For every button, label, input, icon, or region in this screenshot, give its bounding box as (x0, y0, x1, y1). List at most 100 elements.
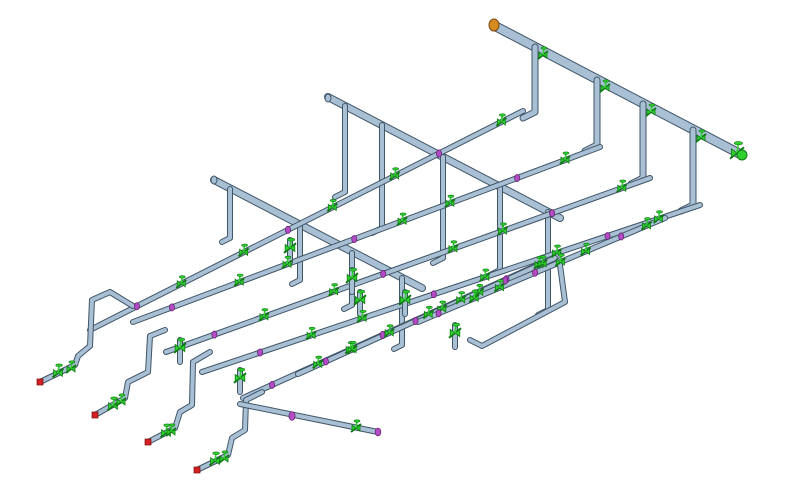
valve-body (282, 260, 292, 269)
spur-valve (350, 419, 362, 433)
valve-body (498, 227, 507, 235)
flange (412, 317, 419, 325)
header-end-cap (736, 149, 748, 161)
branch-pipe-body (164, 176, 652, 354)
riser-valve (398, 289, 412, 306)
riser-valve (173, 337, 187, 354)
valve-body (176, 280, 186, 288)
flange (133, 302, 140, 311)
riser-valve (353, 289, 367, 306)
branch-pipe (415, 215, 668, 325)
valve-handwheel (583, 242, 590, 246)
valve-body (495, 283, 504, 292)
outlet-branch-pipe (194, 389, 265, 473)
outlet-valve (218, 450, 230, 464)
return-loop-pipe-body (468, 263, 567, 348)
valve-body (384, 329, 394, 337)
outlet-valve (65, 360, 77, 374)
outlet-branch-pipe (92, 327, 168, 418)
valve (468, 289, 480, 304)
valve-handwheel (118, 393, 126, 397)
valve (305, 326, 317, 341)
valve-body (397, 217, 407, 225)
valve-body (357, 314, 367, 323)
lower-drop-pipe-body (392, 276, 404, 351)
pipe-network (37, 21, 747, 473)
valve-handwheel (539, 255, 547, 259)
valve (356, 309, 368, 324)
valve (281, 255, 293, 270)
outlet-branch-pipe (145, 349, 213, 445)
valve (616, 179, 628, 193)
branch-pipe (163, 175, 653, 355)
flange (211, 330, 218, 339)
valve-handwheel (353, 419, 361, 423)
valve-body (390, 172, 400, 180)
valve-handwheel (402, 289, 411, 294)
valve (554, 253, 566, 267)
outlet-branch-pipe-outline (37, 289, 136, 385)
valve-handwheel (359, 309, 367, 313)
outlet-valve (165, 423, 177, 437)
pipe-end-cap (91, 411, 99, 419)
valve-handwheel (452, 322, 461, 327)
valve-handwheel (68, 360, 76, 364)
valve (536, 255, 548, 269)
valve-body (581, 247, 591, 256)
spur-flange (288, 411, 296, 421)
flange (168, 303, 175, 312)
header-drop-pipe-body (678, 127, 696, 214)
valve-handwheel (357, 289, 366, 294)
outlet-branch-pipe-body (195, 390, 264, 472)
flange (322, 357, 329, 366)
branch-pipe-body (416, 216, 667, 324)
upper-header-end (324, 93, 332, 103)
valve (326, 198, 338, 213)
flange (532, 268, 538, 277)
upper-drop-pipe-body (333, 104, 347, 199)
valve-body (448, 245, 458, 253)
valve-handwheel (178, 275, 186, 279)
valve-handwheel (349, 267, 358, 272)
valve-body (480, 273, 490, 281)
valve-handwheel (540, 46, 548, 50)
valve-handwheel (447, 194, 455, 198)
valve-handwheel (329, 198, 337, 202)
riser-valve (283, 237, 297, 254)
valve-handwheel (287, 237, 296, 242)
header-drop-pipe (677, 126, 697, 215)
valve-handwheel (221, 450, 229, 454)
valve-handwheel (315, 355, 323, 359)
valve-handwheel (308, 326, 316, 330)
valve-handwheel (562, 151, 570, 155)
outlet-branch-pipe-outline (92, 327, 168, 418)
valve-handwheel (349, 341, 357, 345)
spur-end-flange (374, 427, 382, 437)
branch-pipe-body (131, 145, 602, 324)
upper-drop-pipe (430, 154, 446, 266)
upper-drop-pipe-body (431, 155, 445, 265)
valve-body (456, 295, 466, 304)
valve (640, 217, 653, 231)
valve (559, 151, 571, 165)
pipe-end-cap (36, 378, 44, 386)
valve-handwheel (648, 103, 656, 107)
valve-handwheel (425, 305, 433, 309)
valve-handwheel (482, 268, 490, 272)
valve-handwheel (450, 240, 458, 244)
valve-handwheel (236, 273, 244, 277)
outlet-valve (115, 393, 127, 407)
valve (652, 210, 665, 224)
flange (269, 380, 276, 389)
valve (396, 212, 408, 226)
fittings-layer (36, 18, 748, 474)
valve-body (423, 310, 433, 319)
flange (379, 331, 386, 339)
valve-handwheel (110, 396, 118, 400)
branch-pipe (130, 144, 603, 325)
valve-body (329, 287, 339, 296)
valve-handwheel (476, 283, 484, 287)
flange (380, 269, 387, 278)
